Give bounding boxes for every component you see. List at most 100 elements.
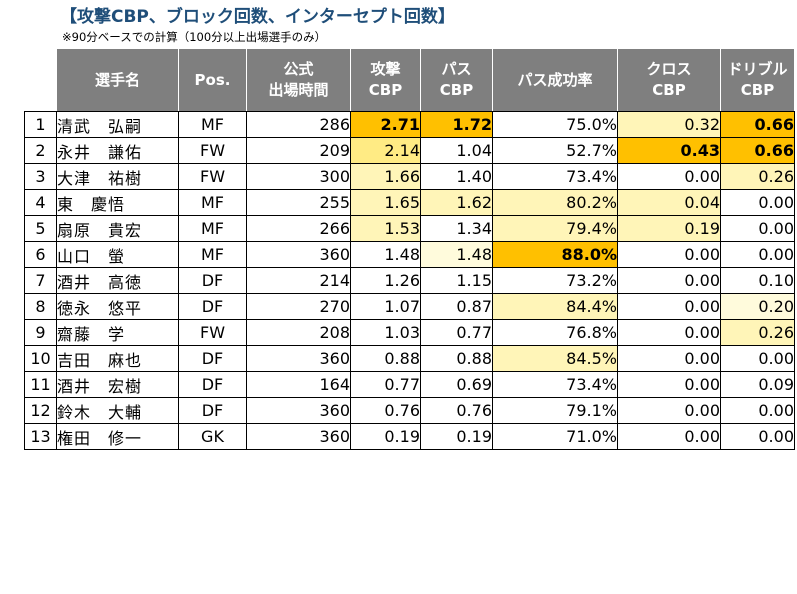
row-number-cell: 6 [24, 241, 57, 268]
pass-success-rate-cell: 79.1% [492, 397, 618, 424]
pass-cbp-cell: 0.19 [420, 423, 493, 450]
table-row: 2 永井 謙佑 FW 209 2.14 1.04 52.7% 0.43 0.66 [24, 137, 795, 164]
pass-success-rate-cell: 84.5% [492, 345, 618, 372]
dribble-cbp-cell: 0.10 [720, 267, 795, 294]
cross-cbp-cell: 0.43 [617, 137, 721, 164]
minutes-played-cell: 360 [246, 397, 351, 424]
pass-success-rate-cell: 73.4% [492, 163, 618, 190]
player-position-cell: DF [178, 293, 247, 320]
pass-success-rate-cell: 79.4% [492, 215, 618, 242]
row-number-cell: 12 [24, 397, 57, 424]
player-name-cell: 酒井 高徳 [56, 267, 179, 294]
header-number [24, 48, 57, 112]
row-number-cell: 10 [24, 345, 57, 372]
minutes-played-cell: 214 [246, 267, 351, 294]
attack-cbp-cell: 1.26 [350, 267, 421, 294]
player-name-cell: 権田 修一 [56, 423, 179, 450]
header-player-name: 選手名 [56, 48, 179, 112]
player-position-cell: DF [178, 267, 247, 294]
minutes-played-cell: 360 [246, 345, 351, 372]
player-name-cell: 山口 螢 [56, 241, 179, 268]
dribble-cbp-cell: 0.66 [720, 137, 795, 164]
attack-cbp-cell: 0.77 [350, 371, 421, 398]
player-position-cell: FW [178, 163, 247, 190]
minutes-played-cell: 164 [246, 371, 351, 398]
pass-cbp-cell: 0.87 [420, 293, 493, 320]
minutes-played-cell: 255 [246, 189, 351, 216]
attack-cbp-cell: 1.48 [350, 241, 421, 268]
pass-cbp-cell: 1.72 [420, 111, 493, 138]
player-name-cell: 永井 謙佑 [56, 137, 179, 164]
page-title: 【攻撃CBP、ブロック回数、インターセプト回数】 [60, 7, 455, 27]
cross-cbp-cell: 0.00 [617, 319, 721, 346]
row-number-cell: 1 [24, 111, 57, 138]
attack-cbp-cell: 0.88 [350, 345, 421, 372]
pass-success-rate-cell: 80.2% [492, 189, 618, 216]
minutes-played-cell: 360 [246, 241, 351, 268]
player-name-cell: 齋藤 学 [56, 319, 179, 346]
pass-success-rate-cell: 73.2% [492, 267, 618, 294]
row-number-cell: 4 [24, 189, 57, 216]
cross-cbp-cell: 0.00 [617, 163, 721, 190]
table-row: 12 鈴木 大輔 DF 360 0.76 0.76 79.1% 0.00 0.00 [24, 397, 795, 424]
dribble-cbp-cell: 0.20 [720, 293, 795, 320]
attack-cbp-cell: 1.07 [350, 293, 421, 320]
header-position: Pos. [178, 48, 247, 112]
pass-cbp-cell: 0.69 [420, 371, 493, 398]
table-row: 11 酒井 宏樹 DF 164 0.77 0.69 73.4% 0.00 0.09 [24, 371, 795, 398]
dribble-cbp-cell: 0.09 [720, 371, 795, 398]
attack-cbp-cell: 0.19 [350, 423, 421, 450]
pass-cbp-cell: 0.77 [420, 319, 493, 346]
pass-cbp-cell: 1.62 [420, 189, 493, 216]
table-row: 7 酒井 高徳 DF 214 1.26 1.15 73.2% 0.00 0.10 [24, 267, 795, 294]
dribble-cbp-cell: 0.66 [720, 111, 795, 138]
dribble-cbp-cell: 0.00 [720, 241, 795, 268]
minutes-played-cell: 208 [246, 319, 351, 346]
pass-success-rate-cell: 88.0% [492, 241, 618, 268]
table-row: 13 権田 修一 GK 360 0.19 0.19 71.0% 0.00 0.00 [24, 423, 795, 450]
row-number-cell: 2 [24, 137, 57, 164]
dribble-cbp-cell: 0.26 [720, 163, 795, 190]
player-name-cell: 酒井 宏樹 [56, 371, 179, 398]
player-name-cell: 清武 弘嗣 [56, 111, 179, 138]
player-name-cell: 吉田 麻也 [56, 345, 179, 372]
header-pass-rate: パス成功率 [492, 48, 618, 112]
player-position-cell: MF [178, 215, 247, 242]
pass-cbp-cell: 1.04 [420, 137, 493, 164]
pass-success-rate-cell: 76.8% [492, 319, 618, 346]
attack-cbp-cell: 1.66 [350, 163, 421, 190]
stats-table: 選手名 Pos. 公式 出場時間 攻撃 CBP パス CBP パス成功率 クロス CBP… [24, 48, 795, 450]
pass-cbp-cell: 0.88 [420, 345, 493, 372]
player-position-cell: FW [178, 137, 247, 164]
pass-cbp-cell: 0.76 [420, 397, 493, 424]
table-row: 5 扇原 貴宏 MF 266 1.53 1.34 79.4% 0.19 0.00 [24, 215, 795, 242]
table-row: 10 吉田 麻也 DF 360 0.88 0.88 84.5% 0.00 0.00 [24, 345, 795, 372]
row-number-cell: 5 [24, 215, 57, 242]
table-row: 1 清武 弘嗣 MF 286 2.71 1.72 75.0% 0.32 0.66 [24, 111, 795, 138]
cross-cbp-cell: 0.00 [617, 241, 721, 268]
player-position-cell: MF [178, 189, 247, 216]
cross-cbp-cell: 0.19 [617, 215, 721, 242]
table-row: 8 徳永 悠平 DF 270 1.07 0.87 84.4% 0.00 0.20 [24, 293, 795, 320]
attack-cbp-cell: 0.76 [350, 397, 421, 424]
pass-cbp-cell: 1.34 [420, 215, 493, 242]
header-minutes: 公式 出場時間 [246, 48, 351, 112]
attack-cbp-cell: 2.71 [350, 111, 421, 138]
player-position-cell: DF [178, 397, 247, 424]
header-dribble-cbp: ドリブル CBP [720, 48, 795, 112]
cross-cbp-cell: 0.00 [617, 397, 721, 424]
calculation-note: ※90分ベースでの計算（100分以上出場選手のみ） [62, 30, 327, 44]
player-name-cell: 東 慶悟 [56, 189, 179, 216]
cross-cbp-cell: 0.04 [617, 189, 721, 216]
pass-cbp-cell: 1.15 [420, 267, 493, 294]
table-row: 9 齋藤 学 FW 208 1.03 0.77 76.8% 0.00 0.26 [24, 319, 795, 346]
player-name-cell: 大津 祐樹 [56, 163, 179, 190]
pass-success-rate-cell: 73.4% [492, 371, 618, 398]
row-number-cell: 8 [24, 293, 57, 320]
attack-cbp-cell: 2.14 [350, 137, 421, 164]
row-number-cell: 13 [24, 423, 57, 450]
row-number-cell: 11 [24, 371, 57, 398]
row-number-cell: 3 [24, 163, 57, 190]
cross-cbp-cell: 0.00 [617, 345, 721, 372]
minutes-played-cell: 270 [246, 293, 351, 320]
